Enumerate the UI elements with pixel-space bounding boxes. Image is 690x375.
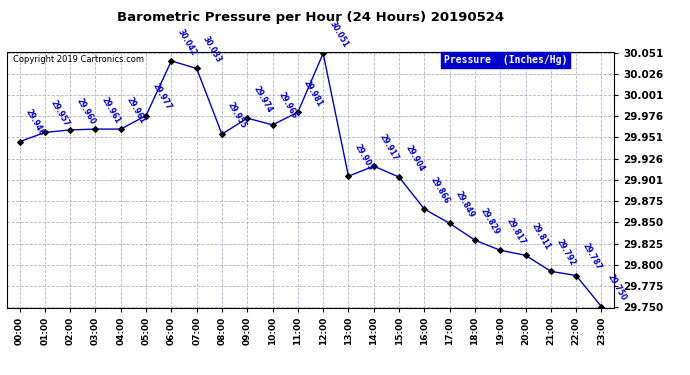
Text: Copyright 2019 Cartronics.com: Copyright 2019 Cartronics.com <box>13 55 144 64</box>
Point <box>141 112 152 118</box>
Text: 30.033: 30.033 <box>201 34 223 64</box>
Point <box>14 139 25 145</box>
Text: Pressure  (Inches/Hg): Pressure (Inches/Hg) <box>444 55 567 65</box>
Text: 29.917: 29.917 <box>378 132 400 162</box>
Point <box>191 66 202 72</box>
Point <box>571 273 582 279</box>
Text: 29.974: 29.974 <box>251 84 274 114</box>
Point <box>241 115 253 121</box>
Text: 29.792: 29.792 <box>555 237 578 267</box>
Text: 29.866: 29.866 <box>428 175 451 205</box>
Point <box>368 163 380 169</box>
Point <box>267 122 278 128</box>
Text: 29.961: 29.961 <box>125 95 147 125</box>
Point <box>393 174 404 180</box>
Point <box>166 58 177 64</box>
Point <box>317 50 328 56</box>
Text: 29.817: 29.817 <box>504 216 527 246</box>
Text: 29.957: 29.957 <box>49 99 71 128</box>
Point <box>469 237 480 243</box>
Text: 29.977: 29.977 <box>150 81 172 111</box>
Text: 30.042: 30.042 <box>175 27 198 57</box>
Text: 29.955: 29.955 <box>226 100 248 130</box>
Text: 29.811: 29.811 <box>530 221 552 251</box>
Point <box>217 131 228 137</box>
Text: 29.981: 29.981 <box>302 78 324 108</box>
Text: 29.750: 29.750 <box>606 273 628 303</box>
Text: 29.904: 29.904 <box>403 143 426 173</box>
Text: 29.849: 29.849 <box>454 189 476 219</box>
Point <box>115 126 126 132</box>
Point <box>419 206 430 212</box>
Point <box>65 127 76 133</box>
Point <box>90 126 101 132</box>
Point <box>343 173 354 179</box>
Point <box>596 304 607 310</box>
Text: 29.787: 29.787 <box>580 241 603 272</box>
Text: 29.829: 29.829 <box>479 206 502 236</box>
Text: 29.966: 29.966 <box>277 91 299 121</box>
Point <box>545 268 556 274</box>
Text: 30.051: 30.051 <box>327 20 350 49</box>
Point <box>520 252 531 258</box>
Text: 29.905: 29.905 <box>353 142 375 172</box>
Text: 29.960: 29.960 <box>75 96 97 126</box>
Text: 29.961: 29.961 <box>99 95 122 125</box>
Point <box>495 247 506 253</box>
Point <box>293 109 304 115</box>
Text: Barometric Pressure per Hour (24 Hours) 20190524: Barometric Pressure per Hour (24 Hours) … <box>117 11 504 24</box>
Text: 29.946: 29.946 <box>23 108 46 138</box>
Point <box>444 220 455 226</box>
Point <box>39 129 50 135</box>
